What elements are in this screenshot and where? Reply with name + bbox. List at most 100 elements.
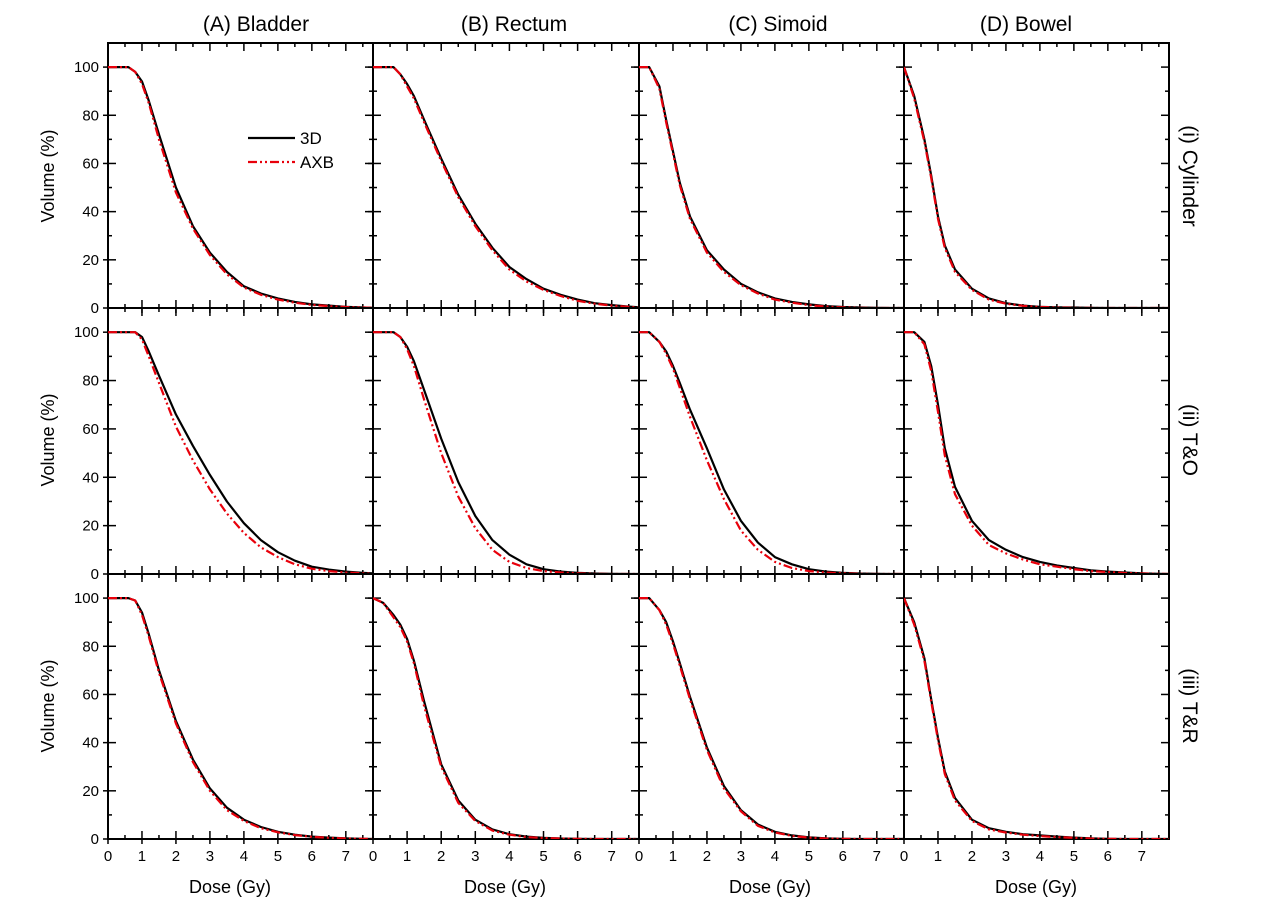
x-tick-label: 0 bbox=[104, 848, 112, 865]
panel-frame bbox=[638, 307, 905, 575]
x-tick-label: 1 bbox=[669, 848, 677, 865]
x-tick-label: 4 bbox=[505, 848, 513, 865]
x-tick-label: 6 bbox=[839, 848, 847, 865]
y-tick-label: 80 bbox=[82, 373, 99, 390]
series-axb-line bbox=[108, 331, 373, 574]
x-axis-title-col4: Dose (Gy) bbox=[995, 877, 1077, 897]
panel-frame bbox=[372, 573, 640, 840]
x-axis-title-col2: Dose (Gy) bbox=[464, 877, 546, 897]
y-tick-label: 0 bbox=[91, 831, 99, 848]
x-tick-label: 1 bbox=[403, 848, 411, 865]
series-3d-line bbox=[904, 597, 1169, 839]
y-tick-label: 80 bbox=[82, 638, 99, 655]
series-3d-line bbox=[108, 596, 373, 839]
series-3d-line bbox=[108, 331, 373, 574]
series-axb-line bbox=[373, 65, 639, 308]
x-tick-label: 0 bbox=[635, 848, 643, 865]
panel-t-and-o-rectum bbox=[368, 307, 640, 579]
series-axb-line bbox=[639, 331, 904, 574]
x-tick-label: 0 bbox=[900, 848, 908, 865]
row-title-cylinder: (i) Cylinder bbox=[1178, 125, 1201, 227]
series-3d-line bbox=[639, 65, 904, 308]
column-title-bladder: (A) Bladder bbox=[203, 13, 309, 36]
x-tick-label: 7 bbox=[608, 848, 616, 865]
series-axb-line bbox=[373, 331, 639, 574]
column-title-rectum: (B) Rectum bbox=[461, 13, 567, 36]
series-3d-line bbox=[373, 597, 639, 839]
panel-cylinder-rectum bbox=[368, 42, 640, 313]
y-axis-title-row3: Volume (%) bbox=[38, 659, 58, 752]
panel-t-and-o-simoid bbox=[634, 307, 905, 579]
row-title-t-and-r: (iii) T&R bbox=[1178, 668, 1201, 743]
x-tick-label: 3 bbox=[206, 848, 214, 865]
series-3d-line bbox=[904, 66, 1169, 308]
panel-t-and-r-simoid: 0 1 2 3 4 5 6 7 bbox=[634, 573, 905, 865]
y-tick-label: 60 bbox=[82, 686, 99, 703]
x-tick-label: 5 bbox=[539, 848, 547, 865]
panel-frame bbox=[107, 573, 374, 840]
y-tick-label: 40 bbox=[82, 469, 99, 486]
x-tick-label: 3 bbox=[737, 848, 745, 865]
y-axis-title-row2: Volume (%) bbox=[38, 393, 58, 486]
panel-t-and-o-bowel bbox=[899, 307, 1170, 579]
panel-cylinder-simoid bbox=[634, 42, 905, 313]
x-tick-label: 7 bbox=[1138, 848, 1146, 865]
x-axis-title-col1: Dose (Gy) bbox=[189, 877, 271, 897]
y-tick-label: 20 bbox=[82, 518, 99, 535]
panel-frame bbox=[107, 42, 374, 309]
x-tick-label: 0 bbox=[369, 848, 377, 865]
series-3d-line bbox=[373, 331, 639, 574]
row-title-t-and-o: (ii) T&O bbox=[1178, 404, 1201, 476]
labels-layer: (A) Bladder (B) Rectum (C) Simoid (D) Bo… bbox=[38, 13, 1201, 897]
x-tick-label: 2 bbox=[703, 848, 711, 865]
series-axb-line bbox=[904, 66, 1169, 308]
panel-t-and-o-bladder: 0 20 40 60 80 100 bbox=[74, 307, 374, 583]
panel-cylinder-bowel bbox=[899, 42, 1170, 313]
y-axis-title-row1: Volume (%) bbox=[38, 129, 58, 222]
y-tick-label: 100 bbox=[74, 59, 99, 76]
series-axb-line bbox=[373, 597, 639, 839]
y-tick-label: 20 bbox=[82, 783, 99, 800]
x-tick-label: 4 bbox=[771, 848, 779, 865]
panel-frame bbox=[638, 573, 905, 840]
x-tick-label: 5 bbox=[1070, 848, 1078, 865]
panel-frame bbox=[903, 573, 1170, 840]
panel-t-and-r-bowel: 0 1 2 3 4 5 6 7 bbox=[899, 573, 1170, 865]
y-tick-label: 20 bbox=[82, 252, 99, 269]
y-tick-label: 60 bbox=[82, 155, 99, 172]
panel-frame bbox=[903, 42, 1170, 309]
legend-label-axb: AXB bbox=[300, 153, 334, 172]
column-title-bowel: (D) Bowel bbox=[980, 13, 1072, 36]
panel-frame bbox=[372, 42, 640, 309]
x-tick-label: 5 bbox=[805, 848, 813, 865]
y-tick-label: 0 bbox=[91, 566, 99, 583]
x-tick-label: 3 bbox=[1002, 848, 1010, 865]
x-tick-label: 1 bbox=[138, 848, 146, 865]
panel-t-and-r-bladder: 0 20 40 60 80 100 0 1 2 3 4 5 6 7 bbox=[74, 573, 374, 865]
y-tick-label: 80 bbox=[82, 107, 99, 124]
x-tick-label: 6 bbox=[573, 848, 581, 865]
panel-t-and-r-rectum: 0 1 2 3 4 5 6 7 bbox=[368, 573, 640, 865]
x-tick-label: 6 bbox=[1104, 848, 1112, 865]
y-tick-label: 100 bbox=[74, 324, 99, 341]
y-tick-label: 0 bbox=[91, 300, 99, 317]
legend: 3D AXB bbox=[248, 129, 334, 172]
y-tick-label: 40 bbox=[82, 204, 99, 221]
x-tick-label: 4 bbox=[240, 848, 248, 865]
x-tick-label: 7 bbox=[342, 848, 350, 865]
x-tick-label: 2 bbox=[968, 848, 976, 865]
x-axis-title-col3: Dose (Gy) bbox=[729, 877, 811, 897]
series-axb-line bbox=[108, 65, 373, 308]
x-tick-label: 3 bbox=[471, 848, 479, 865]
panel-frame bbox=[372, 307, 640, 575]
y-tick-label: 60 bbox=[82, 421, 99, 438]
series-3d-line bbox=[373, 65, 639, 308]
series-axb-line bbox=[639, 65, 904, 308]
column-title-simoid: (C) Simoid bbox=[728, 13, 827, 36]
y-tick-label: 40 bbox=[82, 735, 99, 752]
series-axb-line bbox=[639, 596, 904, 839]
series-3d-line bbox=[639, 596, 904, 839]
series-axb-line bbox=[108, 596, 373, 839]
